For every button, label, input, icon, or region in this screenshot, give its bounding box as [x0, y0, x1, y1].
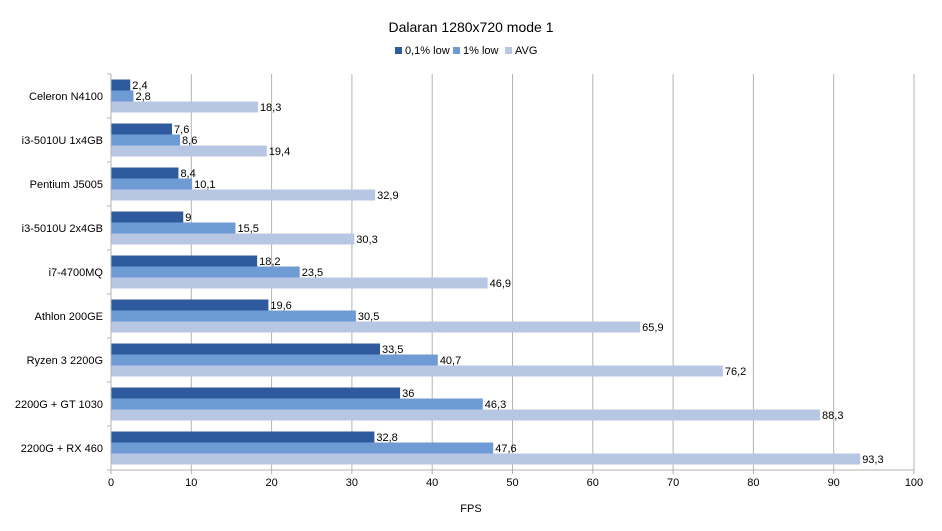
bar: [111, 343, 381, 355]
bar: [111, 431, 375, 443]
category-label: 2200G + GT 1030: [15, 399, 103, 411]
bar: [111, 398, 483, 410]
x-tick-label: 80: [747, 477, 759, 489]
data-label: 32,8: [376, 432, 397, 444]
x-tick-label: 70: [667, 477, 679, 489]
bar: [111, 178, 193, 190]
category-label: Ryzen 3 2200G: [27, 355, 103, 367]
category-label: 2200G + RX 460: [21, 443, 103, 455]
data-label: 93,3: [862, 454, 883, 466]
legend-label: AVG: [515, 45, 537, 57]
category-label: Athlon 200GE: [35, 311, 104, 323]
legend: 0,1% low 1% low AVG: [395, 45, 537, 57]
bar: [111, 387, 401, 399]
x-tick-label: 90: [828, 477, 840, 489]
bar: [111, 90, 134, 102]
data-label: 8,6: [182, 135, 197, 147]
bar: [111, 354, 438, 366]
data-label: 33,5: [382, 344, 403, 356]
x-tick-label: 20: [265, 477, 277, 489]
bar: [111, 442, 494, 454]
data-label: 19,4: [269, 146, 290, 158]
data-label: 2,4: [132, 80, 147, 92]
bar: [111, 453, 861, 465]
chart-title: Dalaran 1280x720 mode 1: [388, 19, 553, 35]
grid: [110, 74, 915, 470]
data-label: 30,3: [356, 234, 377, 246]
data-label: 18,2: [259, 256, 280, 268]
bar: [111, 189, 376, 201]
data-label: 47,6: [495, 443, 516, 455]
bar: [111, 255, 258, 267]
data-label: 30,5: [358, 311, 379, 323]
x-tick-label: 0: [108, 477, 114, 489]
bar: [111, 101, 258, 113]
data-label: 40,7: [440, 355, 461, 367]
data-label: 46,9: [490, 278, 511, 290]
data-label: 10,1: [194, 179, 215, 191]
category-label: Celeron N4100: [29, 91, 103, 103]
x-tick-label: 40: [426, 477, 438, 489]
bar: [111, 233, 355, 245]
x-tick-label: 60: [587, 477, 599, 489]
data-label: 23,5: [302, 267, 323, 279]
data-label: 32,9: [377, 190, 398, 202]
axes: 0 10 20 30 40 50 60 70 80 90 100 Celeron N4100 i3-50…: [15, 73, 923, 489]
data-label: 36: [402, 388, 414, 400]
data-label: 19,6: [270, 300, 291, 312]
x-tick-label: 30: [346, 477, 358, 489]
bar: [111, 409, 821, 421]
x-axis-title: FPS: [460, 503, 481, 515]
bar: [111, 167, 179, 179]
category-label: i7-4700MQ: [49, 267, 104, 279]
bar: [111, 266, 300, 278]
bar: [111, 211, 184, 223]
data-label: 7,6: [174, 124, 189, 136]
data-label: 65,9: [642, 322, 663, 334]
data-label: 8,4: [180, 168, 195, 180]
bar: [111, 299, 269, 311]
bar: [111, 365, 723, 377]
bar: [111, 123, 173, 135]
legend-label: 1% low: [463, 45, 499, 57]
bar: [111, 145, 267, 157]
x-tick-label: 50: [506, 477, 518, 489]
data-label: 46,3: [485, 399, 506, 411]
legend-label: 0,1% low: [405, 45, 450, 57]
data-label: 15,5: [237, 223, 258, 235]
x-tick-label: 100: [905, 477, 923, 489]
bar: [111, 310, 356, 322]
data-label: 88,3: [822, 410, 843, 422]
legend-swatch: [453, 47, 460, 54]
bar: [111, 222, 236, 234]
data-label: 2,8: [135, 91, 150, 103]
data-label: 18,3: [260, 102, 281, 114]
bar: [111, 134, 181, 146]
category-label: i3-5010U 1x4GB: [22, 135, 103, 147]
bar: [111, 79, 131, 91]
category-label: Pentium J5005: [30, 179, 103, 191]
bar: [111, 277, 488, 289]
bar: [111, 321, 641, 333]
legend-swatch: [505, 47, 512, 54]
data-label: 76,2: [725, 366, 746, 378]
x-tick-label: 10: [185, 477, 197, 489]
legend-swatch: [395, 47, 402, 54]
data-label: 9: [185, 212, 191, 224]
bars: 2,42,8 18,3 7,68,6 19,4 8,410,1 32,9 9 15,5 30,3…: [111, 79, 884, 466]
category-label: i3-5010U 2x4GB: [22, 223, 103, 235]
